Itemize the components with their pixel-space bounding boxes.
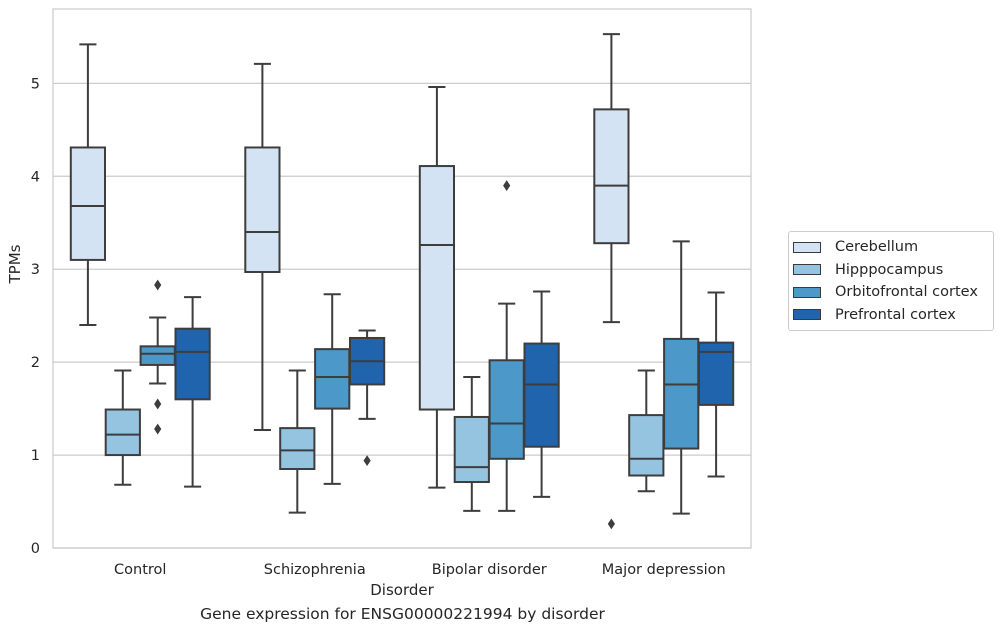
box-iqr: [663, 337, 700, 450]
x-tick-label: Major depression: [602, 562, 726, 578]
y-tick-label: 5: [31, 76, 40, 92]
box-orbitofrontal-cortex: [663, 240, 700, 515]
box-iqr: [139, 345, 176, 366]
box-cerebellum: [69, 43, 107, 326]
legend-swatch: [793, 286, 821, 298]
legend-label: Orbitofrontal cortex: [835, 284, 978, 301]
box-iqr: [314, 348, 351, 410]
box-iqr: [418, 165, 456, 411]
chart-caption: Gene expression for ENSG00000221994 by d…: [200, 605, 605, 623]
legend-item: Prefrontal cortex: [789, 304, 993, 327]
outlier-point: [607, 518, 615, 530]
legend-swatch: [793, 264, 821, 276]
box-hipppocampus: [104, 369, 141, 486]
y-tick-label: 4: [31, 169, 40, 185]
y-tick-label: 1: [31, 448, 40, 464]
box-prefrontal-cortex: [697, 291, 735, 478]
box-iqr: [174, 327, 211, 401]
x-tick-labels: Control Schizophrenia Bipolar disorder Majo…: [114, 562, 726, 578]
outlier-point: [154, 398, 162, 410]
box-cerebellum: [244, 62, 281, 431]
x-tick-label: Schizophrenia: [264, 562, 366, 578]
y-tick-label: 0: [31, 541, 40, 557]
box-prefrontal-cortex: [523, 290, 560, 498]
box-cerebellum: [593, 33, 630, 530]
box-prefrontal-cortex: [174, 296, 211, 488]
legend-item: Orbitofrontal cortex: [789, 281, 993, 304]
box-hipppocampus: [279, 369, 316, 514]
legend-label: Hipppocampus: [835, 261, 944, 278]
outlier-point: [363, 455, 371, 467]
box-iqr: [523, 342, 560, 448]
legend-label: Prefrontal cortex: [835, 306, 956, 323]
outlier-point: [503, 180, 511, 191]
box-iqr: [488, 359, 525, 460]
box-groups: [69, 33, 735, 530]
box-hipppocampus: [453, 376, 490, 512]
box-iqr: [69, 146, 107, 261]
box-orbitofrontal-cortex: [139, 279, 176, 435]
outlier-point: [154, 423, 162, 435]
box-orbitofrontal-cortex: [488, 180, 525, 512]
box-iqr: [279, 427, 316, 471]
box-iqr: [628, 414, 665, 477]
x-axis-label: Disorder: [370, 581, 434, 599]
box-iqr: [104, 408, 141, 457]
y-axis-label: TPMs: [6, 244, 24, 284]
plot-frame: [52, 8, 752, 549]
x-tick-label: Bipolar disorder: [432, 562, 547, 578]
legend: Cerebellum Hipppocampus Orbitofrontal cort…: [788, 231, 994, 331]
y-tick-label: 3: [31, 262, 40, 278]
legend-swatch: [793, 241, 821, 253]
legend-item: Cerebellum: [789, 236, 993, 259]
box-orbitofrontal-cortex: [314, 293, 351, 485]
legend-swatch: [793, 309, 821, 321]
box-iqr: [453, 415, 490, 484]
box-cerebellum: [418, 86, 456, 489]
outlier-point: [154, 279, 162, 291]
box-prefrontal-cortex: [348, 329, 386, 467]
legend-label: Cerebellum: [835, 239, 919, 256]
box-hipppocampus: [628, 369, 665, 493]
box-iqr: [593, 108, 630, 245]
box-iqr: [244, 146, 281, 273]
y-tick-label: 2: [31, 355, 40, 371]
box-iqr: [697, 341, 735, 406]
y-tick-labels: 0 1 2 3 4 5: [31, 76, 40, 557]
x-tick-label: Control: [114, 562, 166, 578]
legend-item: Hipppocampus: [789, 259, 993, 282]
